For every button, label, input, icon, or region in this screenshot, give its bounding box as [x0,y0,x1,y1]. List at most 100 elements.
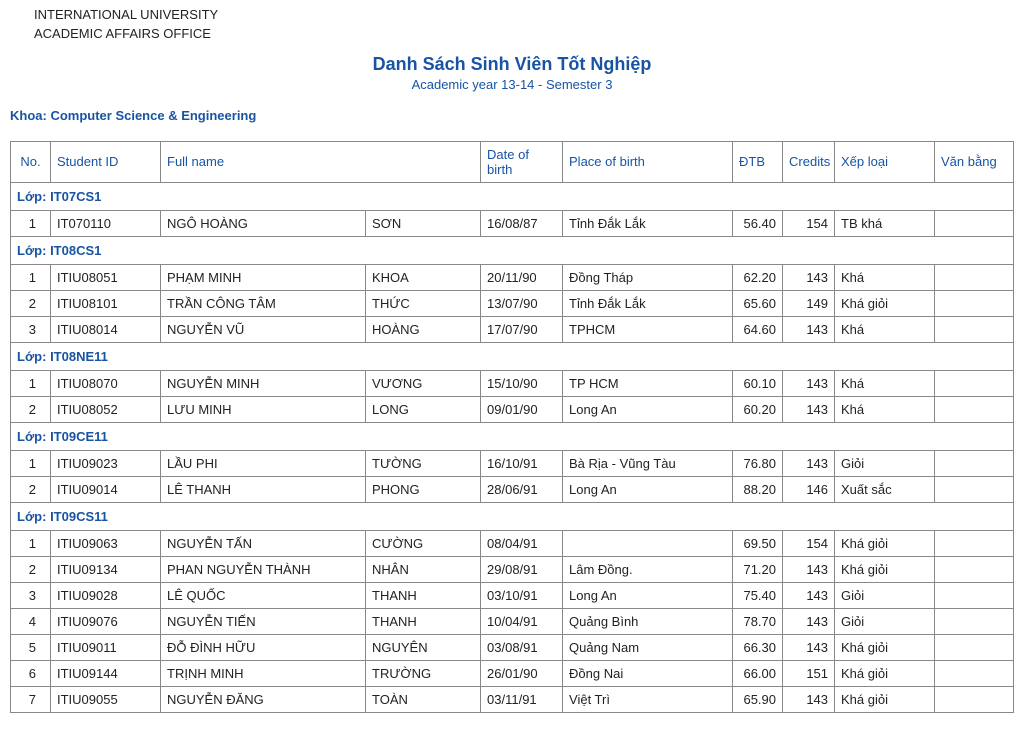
table-row: 3ITIU09028LÊ QUỐCTHANH03/10/91Long An75.… [11,582,1014,608]
col-degree: Văn bằng [935,141,1014,182]
cell-no: 1 [11,370,51,396]
cell-rank: Khá giỏi [835,530,935,556]
col-pob: Place of birth [563,141,733,182]
cell-pob: Đồng Nai [563,660,733,686]
cell-credits: 143 [783,686,835,712]
col-dob: Date of birth [481,141,563,182]
table-row: 1ITIU09023LẦU PHITƯỜNG16/10/91Bà Rịa - V… [11,450,1014,476]
cell-pob: Long An [563,582,733,608]
cell-student-id: ITIU09023 [51,450,161,476]
cell-rank: Xuất sắc [835,476,935,502]
cell-pob: Quảng Nam [563,634,733,660]
cell-name-first: TRỊNH MINH [161,660,366,686]
table-row: 2ITIU08052LƯU MINHLONG09/01/90Long An60.… [11,396,1014,422]
cell-dtb: 66.00 [733,660,783,686]
cell-student-id: ITIU08070 [51,370,161,396]
cell-dob: 03/10/91 [481,582,563,608]
cell-no: 1 [11,210,51,236]
cell-rank: Khá giỏi [835,634,935,660]
cell-name-last: NHÂN [366,556,481,582]
title-block: Danh Sách Sinh Viên Tốt Nghiệp Academic … [10,54,1014,92]
cell-student-id: ITIU09076 [51,608,161,634]
cell-rank: Khá giỏi [835,660,935,686]
cell-pob [563,530,733,556]
cell-name-last: THỨC [366,290,481,316]
cell-name-last: HOÀNG [366,316,481,342]
cell-pob: TPHCM [563,316,733,342]
cell-rank: Giỏi [835,608,935,634]
cell-dtb: 60.10 [733,370,783,396]
cell-degree [935,476,1014,502]
class-label: Lớp: IT07CS1 [11,182,1014,210]
cell-no: 5 [11,634,51,660]
table-body: Lớp: IT07CS11IT070110NGÔ HOÀNGSƠN16/08/8… [11,182,1014,712]
cell-name-last: TƯỜNG [366,450,481,476]
cell-credits: 143 [783,634,835,660]
cell-no: 1 [11,450,51,476]
cell-student-id: ITIU09144 [51,660,161,686]
cell-name-last: KHOA [366,264,481,290]
cell-name-last: VƯƠNG [366,370,481,396]
class-label: Lớp: IT08CS1 [11,236,1014,264]
cell-name-last: TOÀN [366,686,481,712]
cell-student-id: ITIU09014 [51,476,161,502]
table-row: 1ITIU08070NGUYỄN MINHVƯƠNG15/10/90TP HCM… [11,370,1014,396]
cell-degree [935,210,1014,236]
cell-rank: Khá [835,316,935,342]
cell-pob: Bà Rịa - Vũng Tàu [563,450,733,476]
cell-dob: 20/11/90 [481,264,563,290]
table-row: 5ITIU09011ĐỖ ĐÌNH HỮUNGUYÊN03/08/91Quảng… [11,634,1014,660]
class-header-row: Lớp: IT07CS1 [11,182,1014,210]
cell-name-first: LÊ QUỐC [161,582,366,608]
cell-degree [935,686,1014,712]
cell-no: 2 [11,556,51,582]
cell-dob: 29/08/91 [481,556,563,582]
cell-degree [935,316,1014,342]
cell-student-id: ITIU08051 [51,264,161,290]
cell-credits: 154 [783,530,835,556]
class-header-row: Lớp: IT08CS1 [11,236,1014,264]
org-line2: ACADEMIC AFFAIRS OFFICE [34,25,1014,44]
cell-name-first: PHẠM MINH [161,264,366,290]
table-row: 2ITIU09014LÊ THANHPHONG28/06/91Long An88… [11,476,1014,502]
cell-name-last: LONG [366,396,481,422]
cell-name-first: TRẦN CÔNG TÂM [161,290,366,316]
cell-name-last: THANH [366,608,481,634]
cell-name-last: PHONG [366,476,481,502]
cell-credits: 154 [783,210,835,236]
cell-dob: 16/10/91 [481,450,563,476]
col-no: No. [11,141,51,182]
cell-student-id: ITIU09055 [51,686,161,712]
cell-name-last: TRƯỜNG [366,660,481,686]
cell-dob: 17/07/90 [481,316,563,342]
cell-degree [935,290,1014,316]
cell-no: 3 [11,582,51,608]
page-subtitle: Academic year 13-14 - Semester 3 [10,77,1014,92]
cell-rank: Khá giỏi [835,290,935,316]
cell-credits: 146 [783,476,835,502]
org-header: INTERNATIONAL UNIVERSITY ACADEMIC AFFAIR… [10,6,1014,44]
cell-student-id: ITIU08101 [51,290,161,316]
cell-no: 7 [11,686,51,712]
graduation-table: No. Student ID Full name Date of birth P… [10,141,1014,713]
class-label: Lớp: IT09CS11 [11,502,1014,530]
cell-dtb: 60.20 [733,396,783,422]
table-row: 2ITIU09134PHAN NGUYỄN THÀNHNHÂN29/08/91L… [11,556,1014,582]
cell-no: 2 [11,290,51,316]
cell-rank: Khá [835,396,935,422]
class-label: Lớp: IT09CE11 [11,422,1014,450]
cell-name-first: NGUYỄN TẤN [161,530,366,556]
class-header-row: Lớp: IT08NE11 [11,342,1014,370]
cell-dob: 13/07/90 [481,290,563,316]
cell-degree [935,660,1014,686]
table-row: 4ITIU09076NGUYỄN TIẾNTHANH10/04/91Quảng … [11,608,1014,634]
cell-rank: Giỏi [835,450,935,476]
col-full-name: Full name [161,141,481,182]
col-rank: Xếp loại [835,141,935,182]
cell-pob: TP HCM [563,370,733,396]
cell-student-id: ITIU09134 [51,556,161,582]
cell-no: 3 [11,316,51,342]
cell-name-first: PHAN NGUYỄN THÀNH [161,556,366,582]
cell-dtb: 64.60 [733,316,783,342]
cell-rank: Khá [835,264,935,290]
